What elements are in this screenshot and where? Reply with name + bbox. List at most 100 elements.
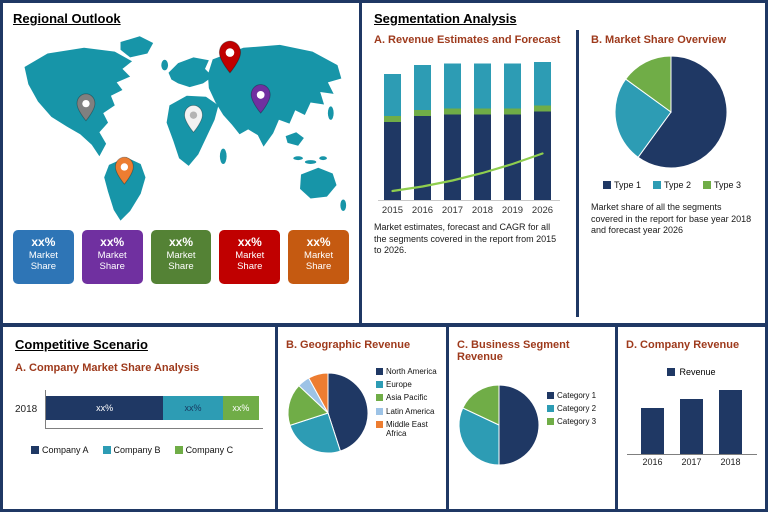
company-a-swatch: [31, 446, 39, 454]
bar-segment: [504, 114, 521, 200]
legend-label: Type 3: [714, 180, 742, 190]
type1-swatch: [602, 181, 611, 189]
continent-australia: [300, 167, 337, 199]
divider-top-vertical: [359, 3, 362, 323]
type2-swatch: [652, 181, 661, 189]
pie-slice: [308, 372, 329, 414]
pin-dot: [82, 99, 90, 108]
region-southeast-asia: [285, 132, 304, 146]
bar-segment: [384, 122, 401, 200]
island-new-zealand: [340, 199, 347, 211]
pie-slice: [287, 384, 329, 426]
share-value: xx%: [237, 235, 262, 249]
bar-segment: [414, 110, 431, 116]
company-c-swatch: [174, 446, 183, 454]
bar-segment: [384, 74, 401, 116]
legend-item-category1: Category 1: [547, 391, 607, 400]
bar-segment: [444, 114, 461, 200]
legend-item-north-america: North America: [376, 367, 438, 376]
pie-slice: [462, 384, 500, 426]
legend-label: Type 2: [663, 180, 692, 190]
year-tick-label: 2016: [642, 457, 663, 467]
company-market-share-title: A. Company Market Share Analysis: [15, 362, 200, 374]
company-share-plot-area: xx% xx% xx%: [45, 390, 263, 429]
category2-swatch: [547, 405, 554, 413]
pin-dot: [189, 111, 198, 119]
geographic-revenue-panel: B. Geographic Revenue North America Euro…: [278, 327, 446, 509]
company-revenue-panel: D. Company Revenue Revenue 2016 2017 2018: [618, 327, 765, 509]
stacked-horizontal-bar: xx% xx% xx%: [46, 396, 259, 420]
legend-item-category2: Category 2: [547, 404, 607, 413]
revenue-bar: [680, 399, 703, 454]
legend-label: Type 1: [613, 180, 641, 190]
share-label: Market Share: [28, 250, 58, 272]
legend-label: Latin America: [386, 406, 435, 416]
legend-label: Company C: [185, 445, 234, 455]
legend-item-category3: Category 3: [547, 417, 607, 426]
share-label: Market Share: [97, 250, 127, 272]
pin-dot: [225, 48, 235, 57]
company-legend: Company A Company B Company C: [15, 445, 263, 455]
bar-segment: [534, 111, 551, 200]
legend-label: North America: [386, 367, 437, 376]
legend-label: Company A: [42, 445, 89, 455]
pie-slice: [614, 78, 672, 159]
business-segment-legend: Category 1 Category 2 Category 3: [547, 387, 607, 467]
latin-america-swatch: [376, 407, 383, 415]
legend-item-asia-pacific: Asia Pacific: [376, 393, 438, 402]
share-value: xx%: [168, 235, 193, 249]
asia-pacific-swatch: [376, 394, 383, 402]
legend-label: Revenue: [679, 367, 716, 377]
island-madagascar: [219, 148, 227, 164]
pin-body: [114, 156, 134, 185]
continent-europe: [168, 57, 213, 88]
revenue-bar: [641, 407, 664, 454]
market-share-legend: Type 1 Type 2 Type 3: [591, 180, 753, 190]
middle-east-africa-swatch: [376, 420, 383, 428]
divider-segmentation-columns: [576, 30, 579, 317]
company-b-swatch: [102, 446, 111, 454]
divider-horizontal: [3, 323, 765, 327]
pie-slice: [327, 372, 369, 452]
year-tick-label: 2026: [532, 205, 553, 216]
segmentation-panel: Segmentation Analysis A. Revenue Estimat…: [362, 3, 765, 323]
company-share-segment: xx%: [222, 396, 259, 420]
legend-item-type1: Type 1: [602, 180, 641, 190]
pie-slice: [624, 55, 672, 113]
market-share-column: B. Market Share Overview Type 1 Type 2: [585, 30, 753, 317]
market-share-caption: Market share of all the segments covered…: [591, 202, 752, 236]
share-box-2: xx% Market Share: [81, 230, 143, 284]
share-box-1: xx% Market Share: [13, 230, 74, 284]
share-value: xx%: [31, 235, 56, 249]
island-indonesia-2: [304, 160, 317, 164]
share-label: Market Share: [304, 250, 334, 272]
world-map: [13, 28, 349, 226]
pie-slice: [289, 412, 341, 454]
divider-bottom-1: [275, 327, 278, 509]
company-market-share-chart: 2018 xx% xx% xx%: [15, 390, 263, 429]
bar-segment: [414, 116, 431, 200]
business-segment-panel: C. Business Segment Revenue Category 1 C…: [449, 327, 615, 509]
market-share-pie-wrap: [591, 54, 753, 172]
divider-bottom-2: [446, 327, 449, 509]
competitive-scenario-panel: Competitive Scenario A. Company Market S…: [3, 327, 275, 509]
competitive-scenario-title: Competitive Scenario: [15, 337, 148, 352]
divider-bottom-3: [615, 327, 618, 509]
world-map-svg: [24, 36, 347, 221]
segmentation-title: Segmentation Analysis: [374, 11, 517, 26]
bar-segment: [474, 108, 491, 115]
africa-pin: [184, 104, 203, 133]
island-uk: [161, 59, 169, 71]
pie-slice: [498, 384, 540, 466]
cagr-trend-line: [391, 152, 544, 193]
north-america-pin: [76, 93, 96, 122]
market-share-overview-title: B. Market Share Overview: [591, 34, 727, 46]
bar-segment: [444, 63, 461, 109]
year-axis-label: 2018: [15, 404, 38, 415]
year-tick-label: 2018: [472, 205, 493, 216]
geographic-pie-chart: [287, 372, 369, 454]
bar-segment: [444, 108, 461, 115]
share-value: xx%: [306, 235, 331, 249]
bar-segment: [504, 108, 521, 115]
year-tick-label: 2018: [720, 457, 741, 467]
